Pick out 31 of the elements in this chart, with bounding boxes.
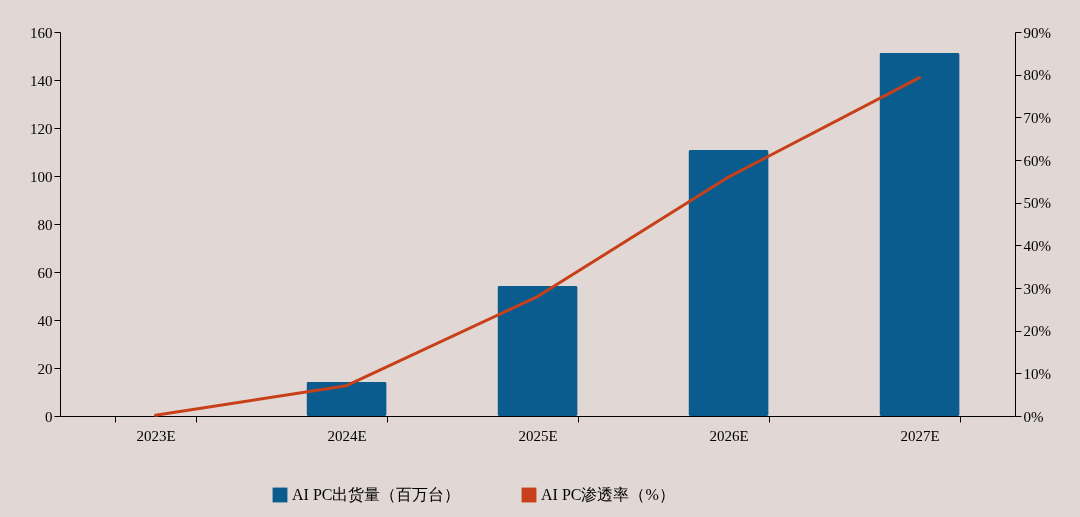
y2-tick-label: 10% xyxy=(1023,365,1051,382)
y2-tick-label: 90% xyxy=(1023,24,1051,41)
y2-tick-label: 20% xyxy=(1023,323,1051,340)
y-tick-label: 160 xyxy=(30,24,53,41)
y2-tick-label: 70% xyxy=(1023,109,1051,126)
bar xyxy=(497,285,578,416)
y-tick-label: 0 xyxy=(45,408,53,425)
line-series xyxy=(154,76,921,417)
y2-tick-label: 30% xyxy=(1023,280,1051,297)
y-tick-label: 100 xyxy=(30,168,53,185)
y-tick-label: 80 xyxy=(37,216,53,233)
y2-tick-label: 60% xyxy=(1023,152,1051,169)
bar xyxy=(688,150,769,416)
x-tick-label: 2025E xyxy=(518,427,558,444)
y2-tick-label: 50% xyxy=(1023,195,1051,212)
bar xyxy=(306,381,387,416)
y-tick-label: 140 xyxy=(30,72,53,89)
x-tick-label: 2026E xyxy=(709,427,749,444)
x-tick-label: 2027E xyxy=(900,427,940,444)
legend-label: AI PC出货量（百万台） xyxy=(292,486,461,503)
x-tick-label: 2024E xyxy=(327,427,367,444)
y-tick-label: 20 xyxy=(37,360,53,377)
y2-tick-label: 80% xyxy=(1023,67,1051,84)
y-tick-label: 120 xyxy=(30,120,53,137)
bar xyxy=(879,52,960,416)
y2-tick-label: 0% xyxy=(1023,408,1044,425)
y-tick-label: 60 xyxy=(37,264,53,281)
legend-label: AI PC渗透率（%） xyxy=(541,486,675,503)
y2-tick-label: 40% xyxy=(1023,237,1051,254)
y-tick-label: 40 xyxy=(37,312,53,329)
x-tick-label: 2023E xyxy=(136,427,176,444)
